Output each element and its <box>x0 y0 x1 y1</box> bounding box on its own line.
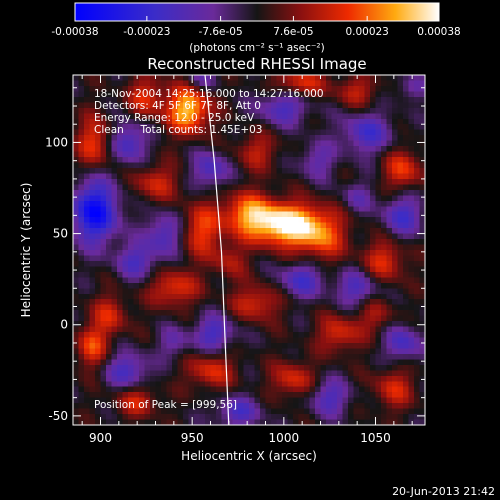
annotations: 18-Nov-2004 14:25:16.000 to 14:27:16.000… <box>94 88 324 411</box>
x-tick-label: 1050 <box>360 431 391 445</box>
axis-ticks: 900 950 1000 1050 -50 0 50 100 <box>45 75 425 445</box>
annotation-time-range: 18-Nov-2004 14:25:16.000 to 14:27:16.000 <box>94 88 324 100</box>
solar-limb-line <box>204 74 230 426</box>
colorbar-tick-label: -0.00038 <box>51 26 98 38</box>
plot-frame <box>72 74 426 426</box>
footer-date: 20-Jun-2013 21:42 <box>392 485 495 498</box>
annotation-energy: Energy Range: 12.0 - 25.0 keV <box>94 112 255 124</box>
colorbar-ticks: -0.00038 -0.00023 -7.6e-05 7.6e-05 0.00023 0.… <box>51 16 461 38</box>
colorbar <box>74 2 440 22</box>
colorbar-unit-label: (photons cm⁻² s⁻¹ asec⁻²) <box>189 42 324 54</box>
y-tick-label: 0 <box>60 318 68 332</box>
chart-title: Reconstructed RHESSI Image <box>147 55 366 73</box>
colorbar-tick-label: -7.6e-05 <box>199 26 243 38</box>
x-tick-label: 900 <box>89 431 112 445</box>
colorbar-tick-label: 0.00038 <box>417 26 460 38</box>
colorbar-tick-label: -0.00023 <box>123 26 170 38</box>
y-tick-label: -50 <box>48 409 68 423</box>
y-tick-label: 100 <box>45 135 68 149</box>
x-tick-label: 1000 <box>269 431 300 445</box>
y-tick-label: 50 <box>53 227 68 241</box>
y-axis-label: Heliocentric Y (arcsec) <box>19 183 33 318</box>
x-axis-label: Heliocentric X (arcsec) <box>181 449 317 463</box>
colorbar-tick-label: 0.00023 <box>345 26 388 38</box>
heatmap-image <box>73 75 425 425</box>
x-tick-label: 950 <box>181 431 204 445</box>
colorbar-tick-label: 7.6e-05 <box>273 26 313 38</box>
annotation-detectors: Detectors: 4F 5F 6F 7F 8F, Att 0 <box>94 100 261 112</box>
annotation-peak: Position of Peak = [999,56] <box>94 399 237 411</box>
annotation-clean: Clean Total counts: 1.45E+03 <box>94 124 263 136</box>
